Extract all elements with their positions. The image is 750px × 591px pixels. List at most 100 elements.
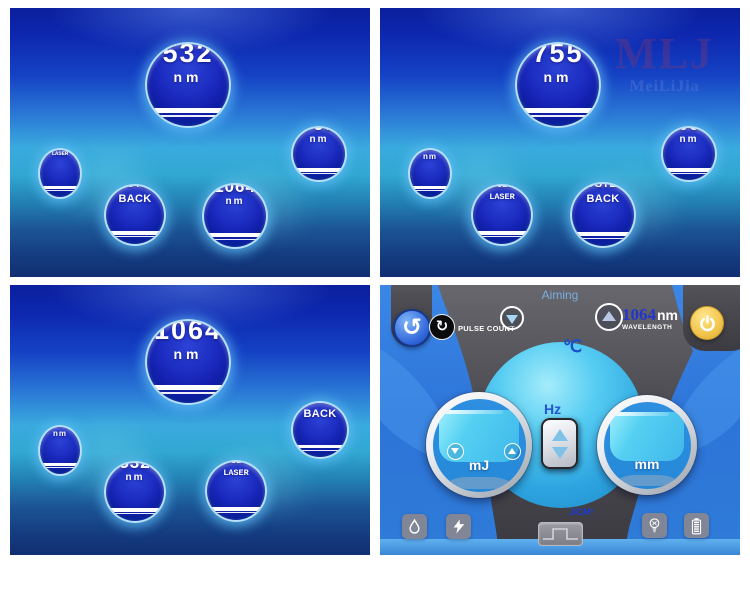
- brand-subtitle: MeiLiJia: [629, 78, 700, 95]
- power-button[interactable]: [690, 306, 724, 340]
- energy-display: mJ: [432, 398, 526, 492]
- dial-base: [615, 474, 679, 486]
- button-label-line1: PICOSECOND: [210, 460, 262, 466]
- wavelength-value: 755: [532, 42, 584, 68]
- wavelength-button-532[interactable]: 532 nm: [145, 42, 231, 128]
- dial-base: [445, 476, 513, 489]
- energy-down-button[interactable]: [446, 442, 464, 460]
- undo-arrow-icon: ↺: [401, 313, 423, 341]
- button-label-line2: BACK: [118, 192, 152, 205]
- circle-stripe: [572, 232, 634, 237]
- circle-stripe-thin: [147, 391, 229, 394]
- energy-mode-button[interactable]: [446, 514, 471, 539]
- pulse-count-button[interactable]: ↻: [429, 314, 455, 340]
- wavelength-value: 755: [48, 427, 71, 428]
- wavelength-value: 1064: [668, 128, 710, 133]
- wavelength-unit: nm: [173, 68, 203, 85]
- circle-stripe-thin: [572, 237, 634, 239]
- frequency-spinner: [541, 418, 578, 469]
- wavelength-value: 532: [162, 42, 214, 68]
- wavelength-value: 532: [418, 150, 441, 151]
- wavelength-unit: nm: [173, 345, 203, 362]
- wavelength-button-755[interactable]: 755 nm: [515, 42, 601, 128]
- circle-stripe: [204, 233, 266, 238]
- screen-treatment-control: Aiming ↺ ↻ PULSE COUNT 1064nm WAVELENGTH…: [380, 285, 740, 555]
- button-label-line2: LASER: [223, 467, 249, 478]
- triangle-up-icon: [602, 311, 616, 321]
- circle-stripe-thin: [40, 467, 80, 469]
- circle-stripe: [147, 107, 229, 113]
- wavelength-unit: nm: [423, 152, 437, 161]
- wavelength-unit: nm: [543, 68, 573, 85]
- button-label-line1: SYSTEM: [579, 182, 627, 191]
- temperature-symbol: ℃: [563, 337, 583, 356]
- wavelength-unit: nm: [53, 429, 67, 438]
- light-bulb-icon: [649, 517, 660, 532]
- back-button[interactable]: ↺: [393, 309, 431, 347]
- circle-stripe-thin: [663, 172, 715, 175]
- circle-stripe: [40, 463, 80, 467]
- circle-stripe: [207, 506, 265, 511]
- wavelength-button-532[interactable]: 532 nm: [104, 461, 166, 523]
- circle-stripe-thin: [293, 449, 347, 451]
- wavelength-unit: nm: [125, 472, 145, 484]
- circle-stripe: [517, 107, 599, 113]
- spot-size-dial: mm: [597, 395, 697, 495]
- button-label-line2: BACK: [586, 192, 620, 205]
- frequency-down-button[interactable]: [551, 446, 568, 459]
- spot-size-unit-label: mm: [634, 456, 660, 473]
- system-back-button[interactable]: SYSTEM BACK: [104, 184, 166, 246]
- circle-stripe-thin: [517, 114, 599, 117]
- circle-stripe-thin: [473, 236, 531, 238]
- square-wave-icon: [543, 528, 578, 540]
- spot-size-screen: [609, 411, 685, 461]
- system-back-button[interactable]: SYSTEM BACK: [291, 401, 349, 459]
- circle-stripe-thin: [40, 190, 80, 192]
- power-icon: [699, 314, 715, 331]
- brand-watermark: MLJ MeiLiJia: [615, 32, 714, 96]
- picosecond-laser-button[interactable]: PICOSECOND LASER: [471, 184, 533, 246]
- energy-unit-label: mJ: [468, 457, 490, 474]
- refresh-arrow-icon: ↻: [435, 317, 449, 335]
- frequency-up-button[interactable]: [551, 428, 568, 441]
- circle-stripe: [40, 186, 80, 190]
- wavelength-unit: nm: [657, 307, 678, 323]
- wavelength-button-532[interactable]: 532 nm: [408, 148, 452, 199]
- cooling-button[interactable]: [402, 514, 427, 539]
- circle-stripe: [293, 444, 347, 449]
- wavelength-button-1064[interactable]: 1064 nm: [145, 319, 231, 405]
- spot-size-display: mm: [603, 401, 691, 489]
- wavelength-value: 1064: [153, 319, 223, 345]
- triangle-up-icon: [508, 448, 516, 454]
- wavelength-value: 755: [303, 128, 334, 133]
- wavelength-unit: nm: [679, 134, 699, 146]
- wavelength-button-755[interactable]: 755 nm: [291, 126, 347, 182]
- wavelength-value: 1064: [622, 305, 656, 324]
- system-back-button[interactable]: SYSTEM BACK: [570, 182, 636, 248]
- button-label-line2: LASER: [489, 191, 515, 202]
- wavelength-button-755[interactable]: 755 nm: [38, 425, 82, 476]
- wavelength-button-1064[interactable]: 1064 nm: [202, 183, 268, 249]
- wavelength-up-button[interactable]: [595, 303, 623, 331]
- circle-stripe: [410, 186, 450, 190]
- circle-stripe-thin: [147, 114, 229, 117]
- battery-button[interactable]: [684, 513, 709, 538]
- brand-name: MLJ: [615, 29, 714, 78]
- circle-stripe-thin: [207, 512, 265, 514]
- picosecond-laser-button[interactable]: PICOSECOND LASER: [38, 148, 82, 199]
- circle-stripe: [663, 168, 715, 172]
- screen-select-532: 532 nm 755 nm PICOSECOND LASER SYSTEM BA…: [10, 8, 370, 277]
- wavelength-button-1064[interactable]: 1064 nm: [661, 126, 717, 182]
- pulse-shape-button[interactable]: [538, 522, 583, 546]
- energy-up-button[interactable]: [503, 442, 521, 460]
- picosecond-laser-button[interactable]: PICOSECOND LASER: [205, 460, 267, 522]
- button-label-line1: SYSTEM: [111, 184, 159, 191]
- circle-stripe: [293, 168, 345, 172]
- lamp-button[interactable]: [642, 513, 667, 538]
- circle-stripe: [106, 230, 164, 235]
- button-label-line1: SYSTEM: [296, 403, 343, 407]
- pulse-count-down-button[interactable]: [500, 306, 524, 330]
- triangle-down-icon: [451, 448, 459, 454]
- triangle-down-icon: [506, 314, 518, 324]
